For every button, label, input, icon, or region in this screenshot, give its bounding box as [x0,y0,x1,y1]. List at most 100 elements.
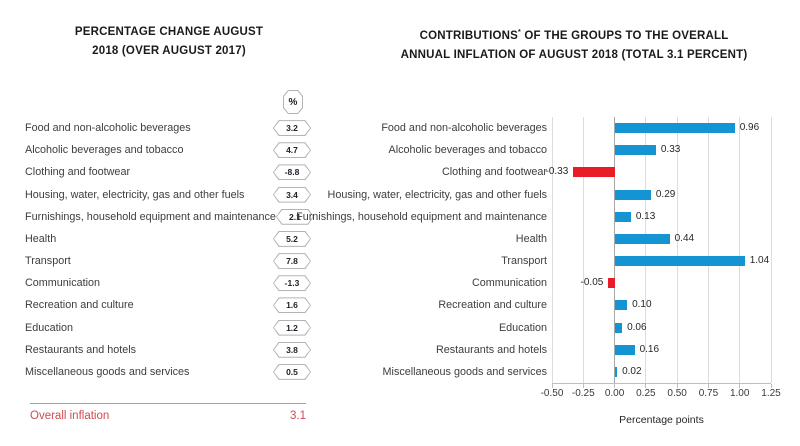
list-row: Communication -1.3 [25,272,311,294]
axis-tick [676,384,678,388]
badge-fill-shape [274,121,310,136]
value-badge: 5.2 [273,230,311,247]
category-label: Food and non-alcoholic beverages [381,122,547,135]
list-label: Clothing and footwear [25,166,131,179]
x-axis-tick-labels: -0.50 -0.25 0.00 0.25 0.50 0.75 1.00 1.25 [541,388,781,400]
chart-bar [614,233,670,244]
right-title-line1: CONTRIBUTIONS* OF THE GROUPS TO THE OVER… [368,23,780,46]
badge-value: 3.8 [286,344,298,355]
badge-fill-shape [274,143,310,158]
bar-value-label: 0.10 [632,299,652,311]
category-label: Communication [471,277,547,290]
list-label: Health [25,232,57,245]
bar-value-label: -0.33 [545,166,569,178]
right-title-rest: OF THE GROUPS TO THE OVERALL [520,29,729,42]
badge-fill-shape [274,342,310,357]
x-tick-label: 1.00 [729,388,750,399]
badge-fill-shape [274,187,310,202]
value-badge: 3.4 [273,186,311,203]
list-label: Transport [25,255,71,268]
chart-bar [614,145,656,156]
bar-value-label: 0.33 [660,144,681,156]
category-label: Transport [501,255,547,268]
badge-value: 3.2 [286,123,298,134]
list-label: Furnishings, household equipment and mai… [25,210,276,223]
axis-tick [770,384,772,388]
bar-value-label: 0.29 [655,188,676,200]
badge-value: 1.6 [286,300,298,311]
badge-value: 1.2 [286,322,298,333]
percent-sign: % [288,96,298,108]
list-row: Restaurants and hotels 3.8 [25,339,311,361]
overall-inflation-row: Overall inflation 3.1 [30,410,306,422]
right-panel-title: CONTRIBUTIONS* OF THE GROUPS TO THE OVER… [368,23,780,65]
axis-tick [739,384,741,388]
axis-tick [614,384,616,388]
badge-fill-shape [274,254,310,269]
category-label: Education [498,321,547,334]
overall-inflation-divider [30,403,306,404]
axis-tick [707,384,709,388]
chart-category-labels: Food and non-alcoholic beverages Alcoholi… [296,117,547,383]
axis-tick [551,384,553,388]
bar-value-label: 0.16 [639,343,660,355]
x-axis-title: Percentage points [619,414,704,426]
right-title-word: CONTRIBUTIONS [419,29,518,42]
value-badge: 0.5 [273,363,311,380]
list-row: Miscellaneous goods and services 0.5 [25,361,311,383]
value-badge: 4.7 [273,142,311,159]
x-tick-label: 0.25 [636,388,656,399]
list-row: Clothing and footwear -8.8 [25,161,311,183]
list-label: Food and non-alcoholic beverages [25,122,191,135]
chart-bar [614,366,618,377]
badge-fill-shape [274,298,310,313]
right-title-line2: ANNUAL INFLATION OF AUGUST 2018 (TOTAL 3… [400,48,748,61]
badge-value: -1.3 [284,278,300,289]
bar-value-label: 0.44 [674,232,695,244]
gridline [645,117,647,383]
gridline [707,117,709,383]
value-badge: 1.2 [273,319,311,336]
percent-unit-badge: % [283,90,303,114]
list-label: Alcoholic beverages and tobacco [25,144,184,157]
chart-bar [614,211,631,222]
list-label: Restaurants and hotels [25,343,137,356]
chart-bar [614,344,635,355]
list-row: Transport 7.8 [25,250,311,272]
gridline [770,117,772,383]
left-title-line2: 2018 (OVER AUGUST 2017) [92,45,246,57]
value-badge: 7.8 [273,253,311,270]
axis-tick [582,384,584,388]
list-row: Alcoholic beverages and tobacco 4.7 [25,139,311,161]
bar-value-label: 0.06 [627,321,647,333]
x-tick-label: -0.25 [571,388,595,399]
x-tick-label: 1.25 [761,388,781,399]
chart-bar [608,278,615,289]
list-row: Recreation and culture 1.6 [25,294,311,316]
list-label: Recreation and culture [25,299,134,312]
bar-value-label: 0.02 [622,365,642,377]
badge-fill-shape [274,364,310,379]
bar-value-label: 0.96 [739,122,760,134]
value-badge: -1.3 [273,275,311,292]
gridline [739,117,741,383]
x-tick-label: 0.75 [698,388,719,399]
category-label: Health [515,232,547,245]
value-badge: 1.6 [273,297,311,314]
left-panel-title: PERCENTAGE CHANGE AUGUST 2018 (OVER AUGU… [28,23,310,61]
list-label: Education [25,321,74,334]
left-title-line1: PERCENTAGE CHANGE AUGUST [74,26,264,38]
list-row: Education 1.2 [25,317,311,339]
list-row: Housing, water, electricity, gas and oth… [25,184,311,206]
badge-fill-shape [274,320,310,335]
list-row: Health 5.2 [25,228,311,250]
category-label: Restaurants and hotels [435,343,547,356]
x-tick-label: -0.50 [540,388,564,399]
badge-value: 4.7 [286,145,298,156]
list-label: Housing, water, electricity, gas and oth… [25,188,245,201]
badge-value: 7.8 [286,256,298,267]
bar-value-label: -0.05 [580,277,604,289]
footnote-asterisk: * [518,29,521,36]
value-badge: -8.8 [273,164,311,181]
